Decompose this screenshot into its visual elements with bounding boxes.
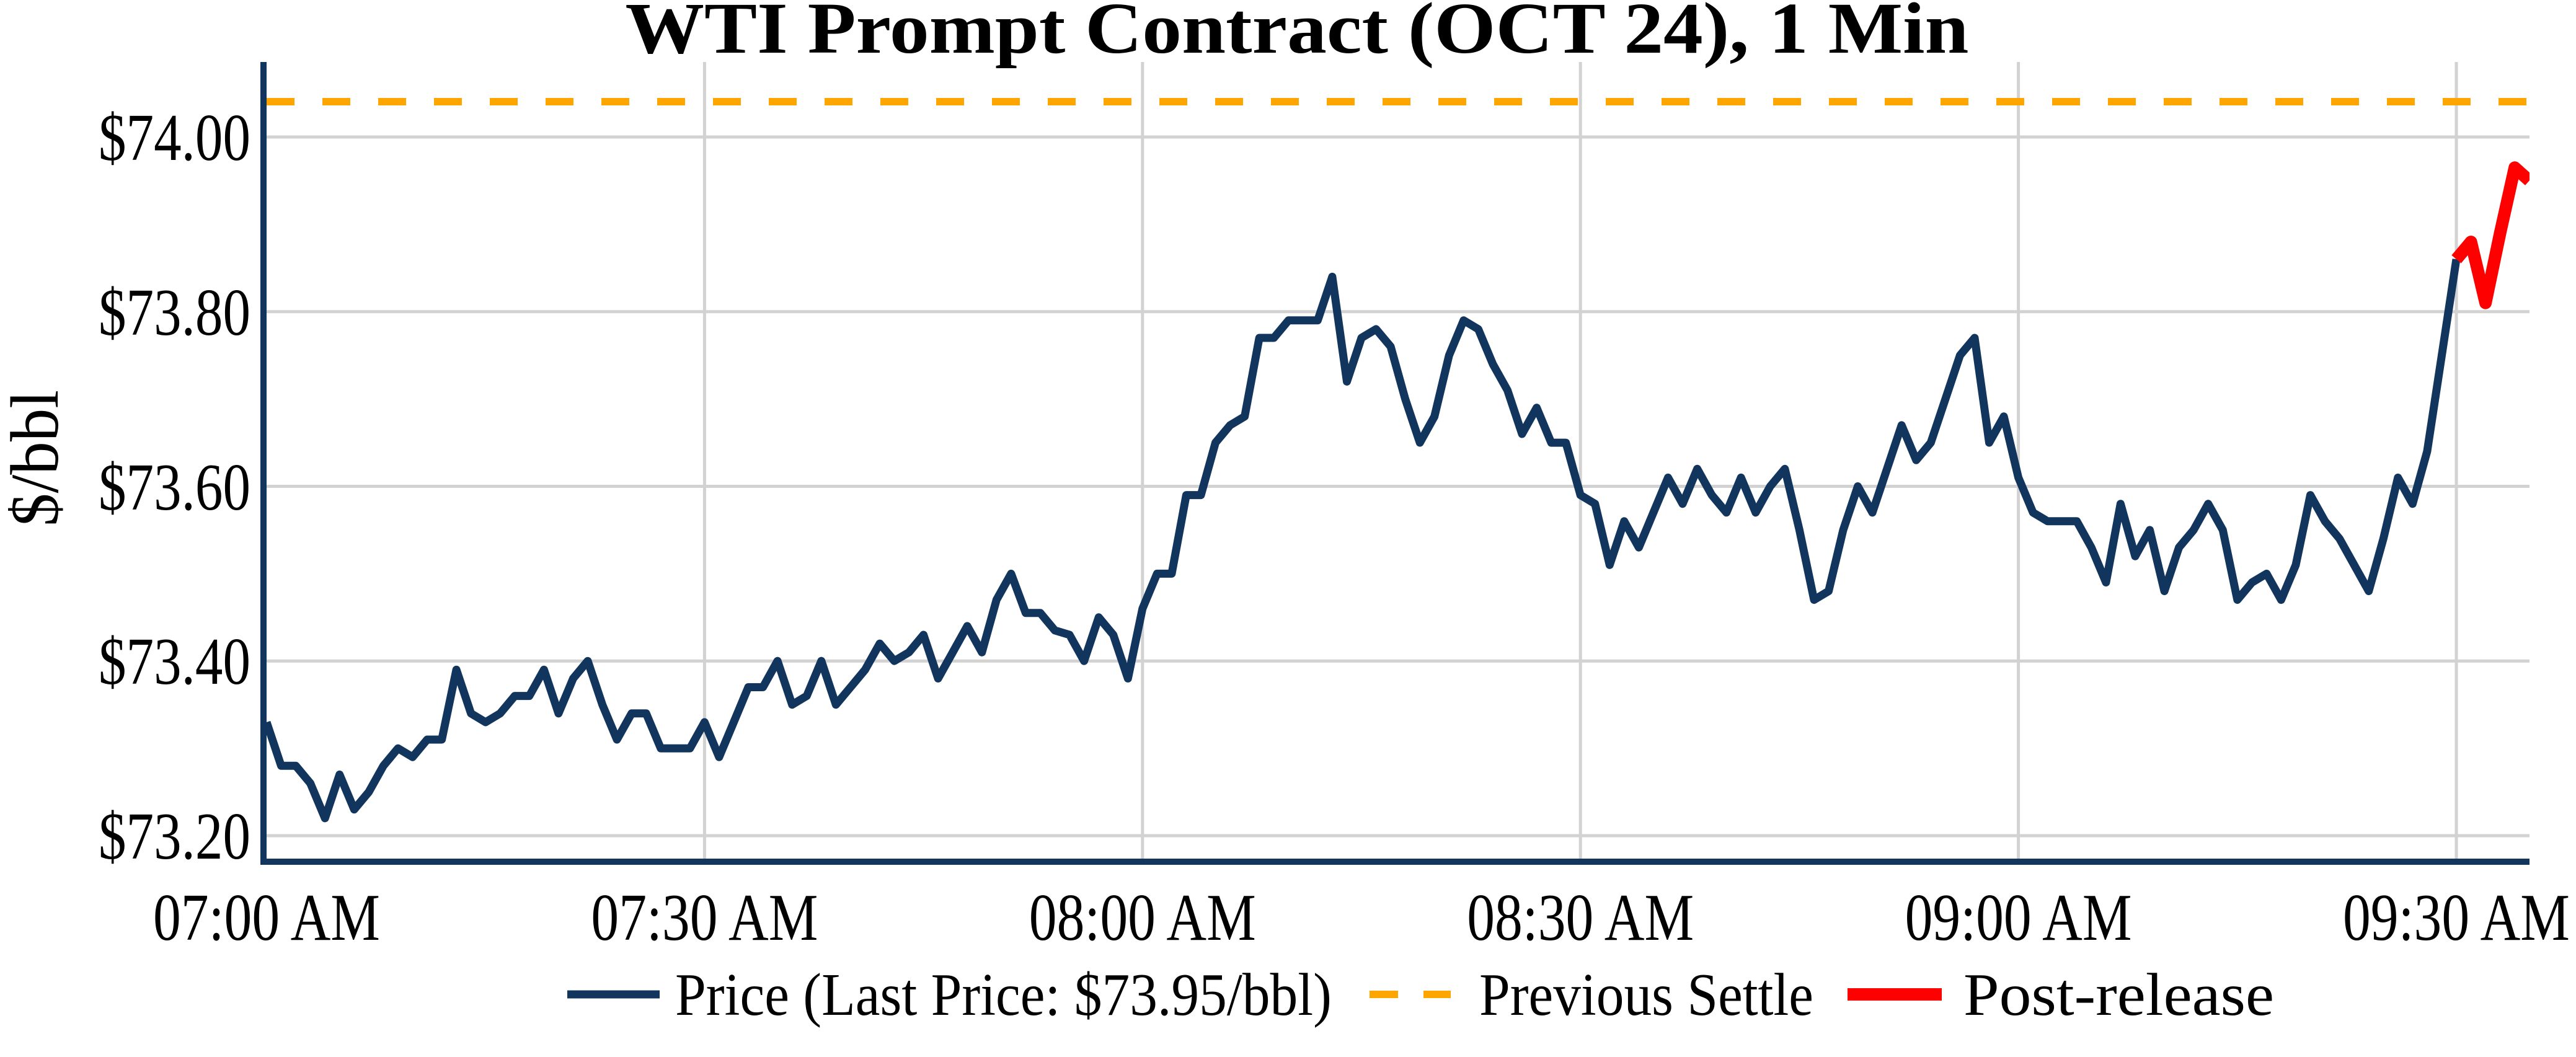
svg-text:Price (Last Price: $73.95/bbl): Price (Last Price: $73.95/bbl): [675, 962, 1332, 1028]
svg-text:$74.00: $74.00: [99, 101, 250, 175]
svg-text:07:00 AM: 07:00 AM: [153, 881, 380, 955]
svg-text:Post-release: Post-release: [1963, 962, 2274, 1028]
svg-text:$73.40: $73.40: [99, 625, 250, 699]
svg-text:07:30 AM: 07:30 AM: [591, 881, 818, 955]
svg-text:$73.80: $73.80: [99, 276, 250, 350]
svg-text:09:00 AM: 09:00 AM: [1905, 881, 2132, 955]
svg-text:Previous Settle: Previous Settle: [1479, 962, 1813, 1028]
svg-text:WTI Prompt Contract (OCT 24),: WTI Prompt Contract (OCT 24), 1 Min: [626, 0, 1969, 69]
svg-text:$/bbl: $/bbl: [0, 390, 73, 526]
svg-text:$73.20: $73.20: [99, 800, 250, 873]
svg-text:$73.60: $73.60: [99, 451, 250, 524]
svg-text:08:00 AM: 08:00 AM: [1029, 881, 1256, 955]
svg-text:08:30 AM: 08:30 AM: [1467, 881, 1694, 955]
svg-text:09:30 AM: 09:30 AM: [2343, 881, 2570, 955]
